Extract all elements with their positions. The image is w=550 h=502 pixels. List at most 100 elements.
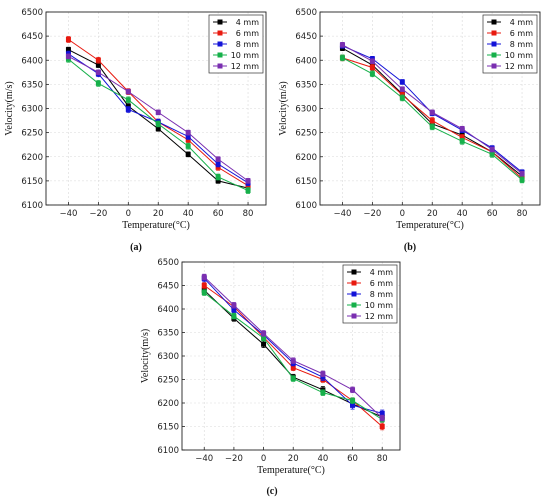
x-tick-label: −40 [59, 209, 77, 219]
y-tick-label: 6100 [157, 446, 179, 456]
x-tick-label: 60 [213, 209, 224, 219]
x-tick-label: 60 [487, 209, 498, 219]
data-point [339, 42, 345, 48]
data-point [489, 147, 495, 153]
y-tick-label: 6100 [21, 201, 43, 211]
y-tick-label: 6150 [21, 177, 43, 187]
data-point [245, 178, 251, 184]
legend-marker [217, 19, 223, 25]
y-tick-label: 6500 [295, 8, 317, 18]
y-axis-label: Velocity(m/s) [278, 81, 289, 135]
data-point [65, 47, 71, 53]
y-tick-label: 6250 [21, 129, 43, 139]
data-point [215, 178, 221, 184]
data-point [185, 133, 191, 139]
y-tick-label: 6500 [157, 258, 179, 268]
data-point [519, 171, 525, 177]
chart-panel-1: 6100 6150 6200 6250 6300 6350 6400 6450 6500 −40 −… [278, 8, 541, 253]
data-point [185, 130, 191, 136]
y-tick-label: 6200 [21, 153, 43, 163]
legend-label: 4 mm [370, 268, 393, 277]
x-tick-label: 20 [153, 209, 164, 219]
x-tick-label: 40 [457, 209, 468, 219]
series-12-mm [65, 53, 251, 184]
data-point [231, 307, 237, 313]
y-tick-label: 6450 [21, 32, 43, 42]
y-tick-label: 6500 [21, 8, 43, 18]
legend-marker [351, 313, 357, 319]
legend-label: 6 mm [510, 29, 533, 38]
data-point [350, 402, 356, 408]
data-point [201, 283, 207, 288]
y-tick-label: 6350 [295, 80, 317, 90]
data-point [399, 79, 405, 85]
data-point [65, 53, 71, 59]
y-axis-label: Velocity(m/s) [140, 329, 151, 383]
data-point [231, 313, 237, 319]
data-point [261, 335, 267, 341]
data-point [459, 138, 465, 144]
x-tick-label: 0 [126, 209, 131, 219]
legend-marker [491, 30, 497, 36]
data-point [379, 424, 385, 429]
data-point [155, 109, 161, 115]
legend-label: 8 mm [370, 290, 393, 299]
x-tick-label: −20 [363, 209, 381, 219]
legend: 4 mm 6 mm 8 mm 10 mm 12 mm [208, 14, 264, 74]
data-point [155, 121, 161, 127]
series-12-mm [339, 41, 525, 177]
legend-label: 4 mm [510, 18, 533, 27]
y-tick-label: 6250 [157, 376, 179, 386]
y-tick-label: 6400 [21, 56, 43, 66]
legend-label: 10 mm [505, 51, 534, 60]
data-point [215, 161, 221, 167]
panel-caption: (c) [266, 486, 277, 497]
data-point [201, 290, 207, 296]
data-point [519, 177, 525, 183]
x-tick-label: 20 [427, 209, 438, 219]
panel-caption: (a) [130, 242, 142, 253]
y-tick-label: 6250 [295, 129, 317, 139]
data-point [429, 124, 435, 130]
data-point [320, 390, 326, 396]
data-point [399, 95, 405, 101]
chart-panel-2: 6100 6150 6200 6250 6300 6350 6400 6450 6500 −40 −… [140, 258, 401, 497]
data-point [231, 302, 237, 308]
legend: 4 mm 6 mm 8 mm 10 mm 12 mm [482, 14, 538, 74]
legend-label: 4 mm [236, 18, 259, 27]
x-tick-label: 40 [317, 454, 328, 464]
y-tick-label: 6150 [157, 423, 179, 433]
data-point [350, 398, 356, 404]
data-point [369, 71, 375, 77]
data-point [459, 134, 465, 140]
legend: 4 mm 6 mm 8 mm 10 mm 12 mm [342, 264, 398, 324]
y-tick-label: 6400 [157, 305, 179, 315]
legend-marker [217, 41, 223, 47]
legend-marker [351, 280, 357, 286]
data-point [155, 126, 161, 132]
data-point [125, 103, 131, 109]
series-line [68, 55, 249, 182]
data-point [379, 410, 385, 416]
data-point [429, 118, 435, 124]
x-tick-label: 80 [517, 209, 528, 219]
x-tick-label: 80 [377, 454, 388, 464]
x-tick-label: 60 [347, 454, 358, 464]
y-tick-label: 6200 [157, 399, 179, 409]
y-tick-label: 6200 [295, 153, 317, 163]
data-point [95, 62, 101, 68]
legend-label: 6 mm [370, 279, 393, 288]
legend-marker [217, 52, 223, 58]
data-point [215, 174, 221, 180]
x-tick-label: −40 [195, 454, 213, 464]
legend-label: 10 mm [231, 51, 260, 60]
data-point [125, 97, 131, 103]
legend-marker [491, 41, 497, 47]
legend-marker [491, 19, 497, 25]
legend-label: 12 mm [505, 62, 534, 71]
data-point [429, 109, 435, 115]
y-tick-label: 6450 [157, 282, 179, 292]
y-tick-label: 6350 [157, 329, 179, 339]
legend-marker [351, 302, 357, 308]
data-point [369, 64, 375, 70]
